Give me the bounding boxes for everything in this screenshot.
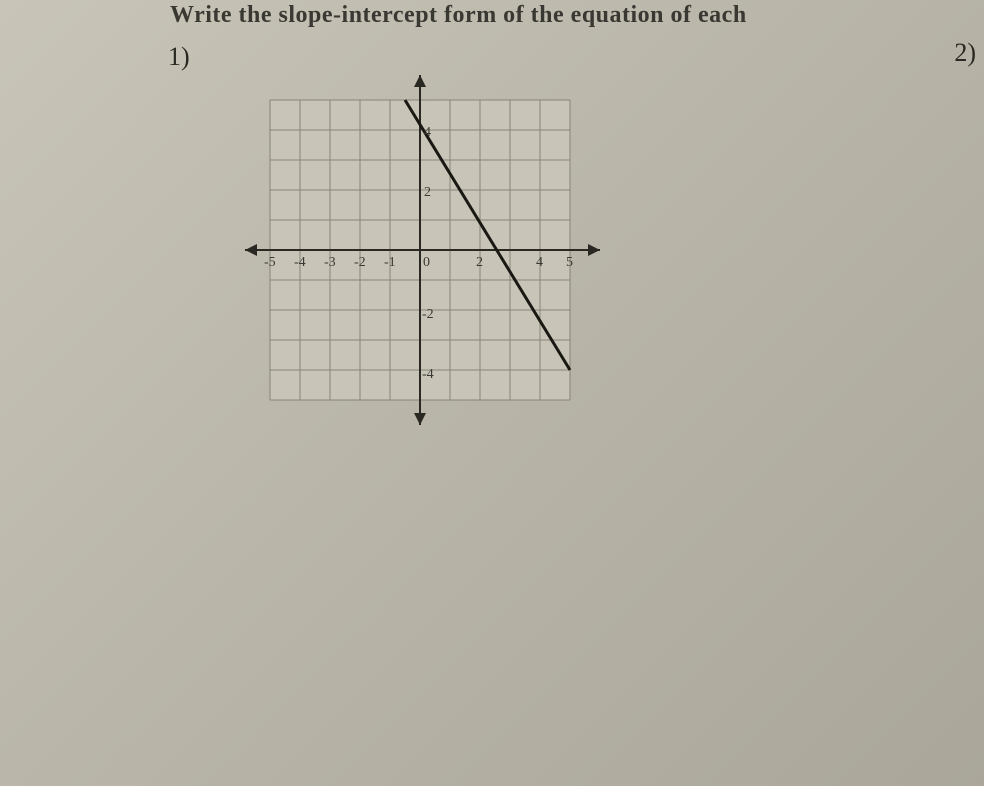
y-axis-arrow-down	[414, 413, 426, 425]
graph-svg: -5 -4 -3 -2 -1 0 2 4 5 4 2 -2 -4	[230, 60, 630, 440]
page-title: Write the slope-intercept form of the eq…	[170, 2, 747, 29]
x-axis-arrow-left	[245, 244, 257, 256]
x-label-neg2: -2	[354, 255, 366, 270]
worksheet-page: Write the slope-intercept form of the eq…	[0, 0, 984, 786]
x-axis-arrow-right	[588, 244, 600, 256]
x-label-neg4: -4	[294, 255, 306, 270]
y-label-2: 2	[424, 185, 431, 200]
x-label-2: 2	[476, 255, 483, 270]
x-label-0: 0	[423, 255, 430, 270]
y-label-neg4: -4	[422, 367, 434, 382]
x-label-neg3: -3	[324, 255, 336, 270]
x-label-5: 5	[566, 255, 573, 270]
coordinate-graph: -5 -4 -3 -2 -1 0 2 4 5 4 2 -2 -4	[230, 60, 630, 440]
y-axis-arrow-up	[414, 75, 426, 87]
x-label-neg1: -1	[384, 255, 396, 270]
problem-1-label: 1)	[168, 42, 190, 72]
y-label-neg2: -2	[422, 307, 434, 322]
x-label-neg5: -5	[264, 255, 276, 270]
x-label-4: 4	[536, 255, 543, 270]
y-label-4: 4	[424, 125, 431, 140]
problem-2-label: 2)	[954, 38, 976, 68]
